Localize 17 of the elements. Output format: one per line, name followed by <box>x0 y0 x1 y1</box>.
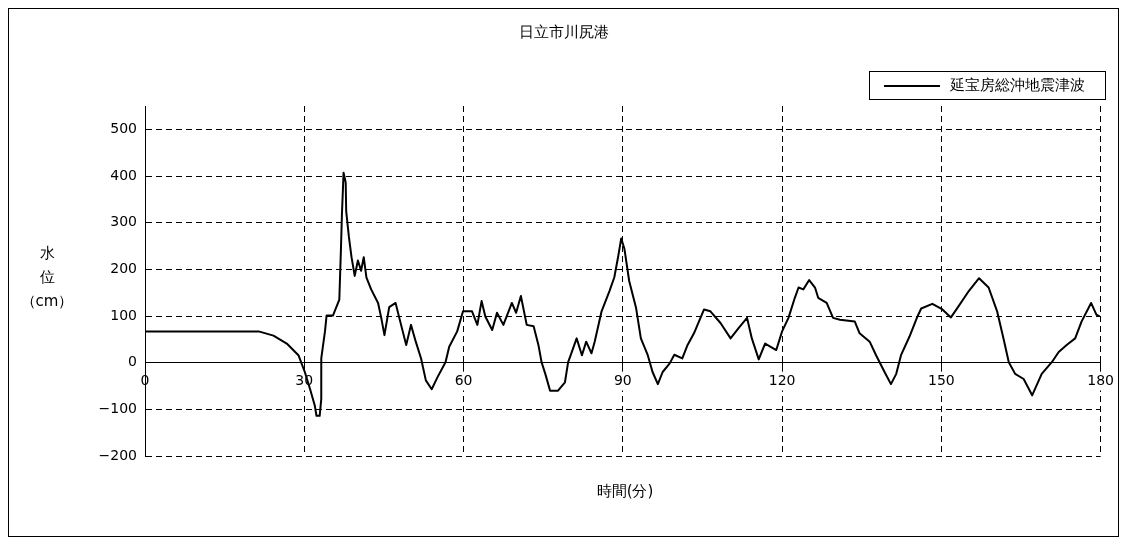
chart-title: 日立市川尻港 <box>517 23 610 42</box>
y-tick-label: 300 <box>110 213 137 230</box>
x-tick-label: 120 <box>768 371 796 388</box>
y-tick-label: 500 <box>110 119 137 136</box>
y-tick-label: −200 <box>98 446 137 463</box>
y-tick-label: −100 <box>98 399 137 416</box>
legend-label: 延宝房総沖地震津波 <box>950 76 1085 95</box>
x-tick-label: 60 <box>454 371 473 388</box>
y-tick-label: 200 <box>110 259 137 276</box>
y-tick-label: 100 <box>110 306 137 323</box>
y-axis-title: 水位（cm） <box>19 243 75 312</box>
y-tick-label: 400 <box>110 166 137 183</box>
y-tick-label: 0 <box>128 353 137 370</box>
x-tick-label: 90 <box>613 371 632 388</box>
x-tick-label: 150 <box>928 371 955 388</box>
x-tick-label: 180 <box>1087 371 1115 388</box>
x-axis-title: 時間(分) <box>595 482 655 501</box>
